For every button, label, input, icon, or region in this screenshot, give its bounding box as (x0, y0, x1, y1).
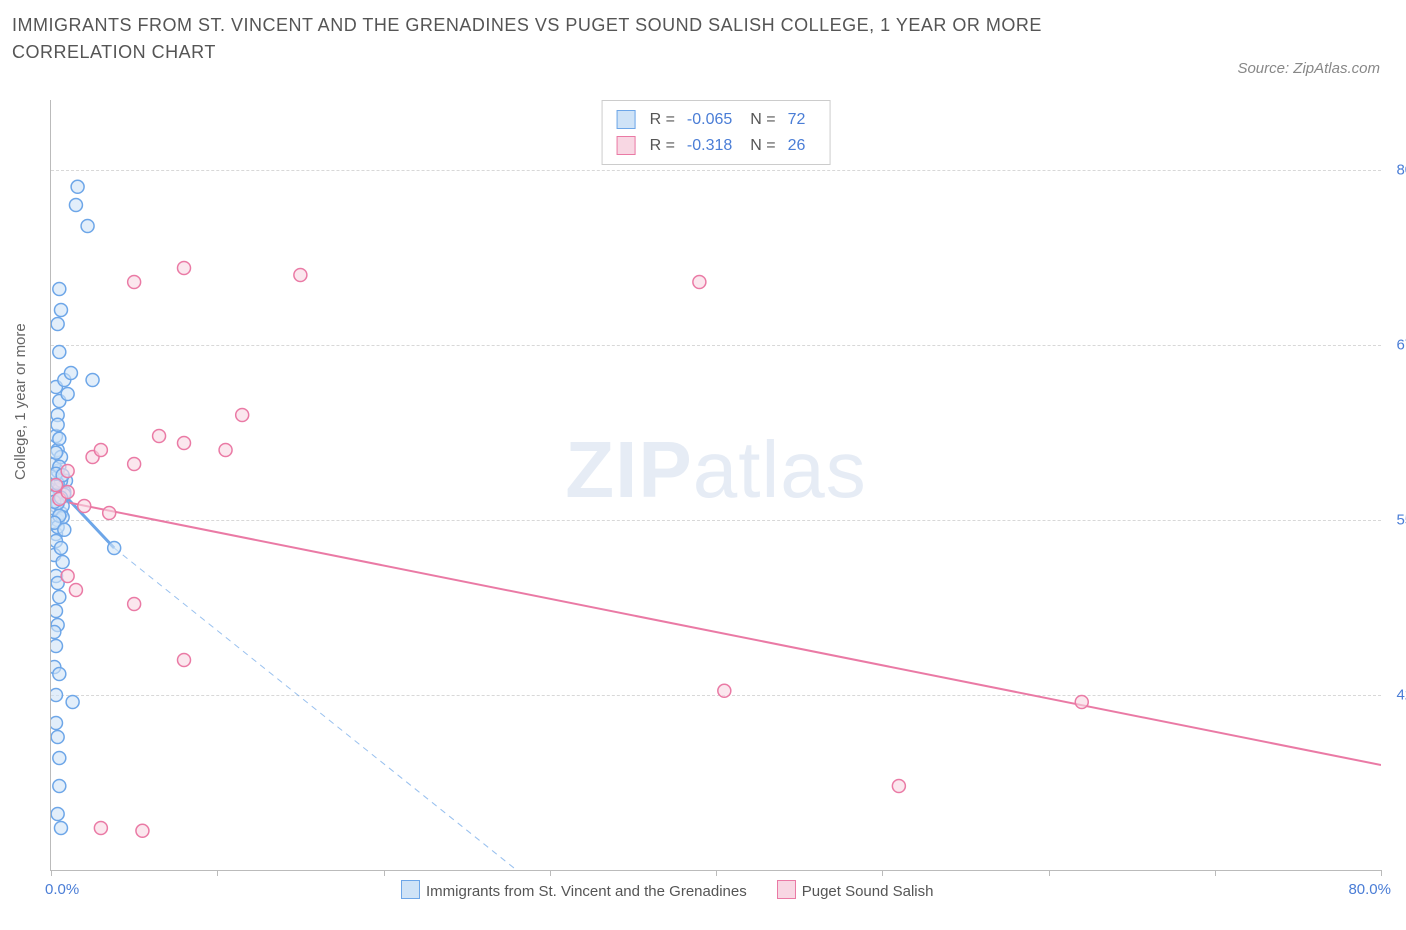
legend-row-series-0: R = -0.065 N = 72 (617, 107, 816, 133)
x-tick (882, 870, 883, 876)
x-tick-label-max: 80.0% (1348, 881, 1391, 898)
legend-r-label-0: R = (650, 107, 675, 133)
legend-r-label-1: R = (650, 133, 675, 159)
x-tick (550, 870, 551, 876)
x-tick (1215, 870, 1216, 876)
bottom-legend-item-1: Puget Sound Salish (777, 880, 934, 900)
bottom-label-1: Puget Sound Salish (802, 883, 934, 900)
x-tick (384, 870, 385, 876)
legend-r-value-0: -0.065 (687, 107, 732, 133)
x-tick (217, 870, 218, 876)
x-tick (716, 870, 717, 876)
x-tick (1381, 870, 1382, 876)
chart-area: ZIPatlas R = -0.065 N = 72 R = -0.318 N … (50, 100, 1381, 871)
x-tick (51, 870, 52, 876)
y-tick-label: 67.5% (1389, 337, 1406, 354)
y-tick-label: 80.0% (1389, 162, 1406, 179)
legend-swatch-0 (617, 110, 636, 129)
bottom-legend: Immigrants from St. Vincent and the Gren… (401, 880, 933, 900)
chart-title: IMMIGRANTS FROM ST. VINCENT AND THE GREN… (12, 12, 1132, 66)
bottom-legend-item-0: Immigrants from St. Vincent and the Gren… (401, 880, 747, 900)
x-tick (1049, 870, 1050, 876)
legend-r-value-1: -0.318 (687, 133, 732, 159)
correlation-legend: R = -0.065 N = 72 R = -0.318 N = 26 (602, 100, 831, 165)
legend-row-series-1: R = -0.318 N = 26 (617, 133, 816, 159)
plot-svg (51, 100, 1381, 870)
bottom-label-0: Immigrants from St. Vincent and the Gren… (426, 883, 747, 900)
legend-n-label-0: N = (750, 107, 775, 133)
bottom-swatch-1 (777, 880, 796, 899)
bottom-swatch-0 (401, 880, 420, 899)
legend-n-value-1: 26 (788, 133, 806, 159)
legend-n-label-1: N = (750, 133, 775, 159)
y-tick-label: 55.0% (1389, 512, 1406, 529)
legend-n-value-0: 72 (788, 107, 806, 133)
x-tick-label-min: 0.0% (45, 881, 79, 898)
source-credit: Source: ZipAtlas.com (1237, 60, 1380, 77)
y-tick-label: 42.5% (1389, 687, 1406, 704)
y-axis-label: College, 1 year or more (12, 323, 29, 480)
legend-swatch-1 (617, 136, 636, 155)
